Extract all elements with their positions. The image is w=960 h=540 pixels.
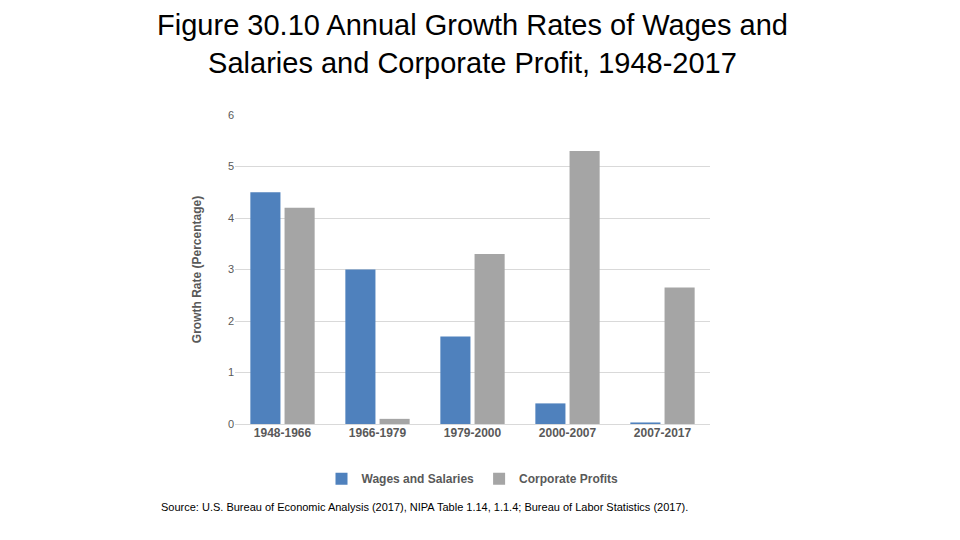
svg-text:0: 0 <box>228 418 234 430</box>
svg-text:1: 1 <box>228 366 234 378</box>
svg-text:4: 4 <box>228 212 234 224</box>
svg-text:3: 3 <box>228 263 234 275</box>
svg-text:Growth Rate (Percentage): Growth Rate (Percentage) <box>190 196 204 343</box>
svg-text:2: 2 <box>228 315 234 327</box>
svg-text:1948-1966: 1948-1966 <box>254 426 312 440</box>
svg-text:6: 6 <box>228 109 234 121</box>
svg-text:Corporate Profits: Corporate Profits <box>519 472 618 486</box>
svg-text:1966-1979: 1966-1979 <box>349 426 407 440</box>
svg-text:2000-2007: 2000-2007 <box>539 426 597 440</box>
svg-text:2007-2017: 2007-2017 <box>634 426 692 440</box>
svg-text:Source: U.S. Bureau of Economi: Source: U.S. Bureau of Economic Analysis… <box>161 501 688 513</box>
svg-text:1979-2000: 1979-2000 <box>444 426 502 440</box>
svg-text:5: 5 <box>228 160 234 172</box>
svg-text:Wages and Salaries: Wages and Salaries <box>362 472 475 486</box>
svg-text:Figure 30.10 Annual Growth Rat: Figure 30.10 Annual Growth Rates of Wage… <box>157 9 788 79</box>
